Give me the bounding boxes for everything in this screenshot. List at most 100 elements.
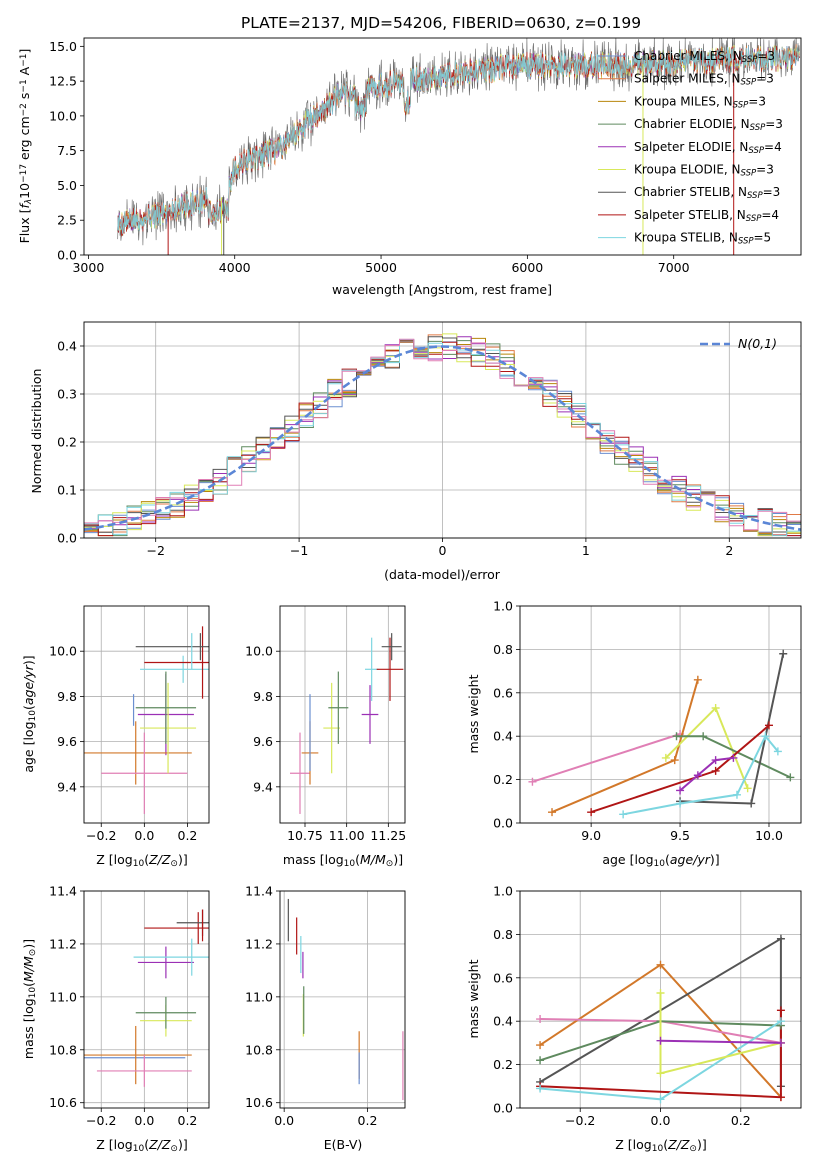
weight-marker (676, 786, 685, 795)
x-tick-label: 0.2 (178, 1113, 198, 1128)
y-tick-label: 7.5 (57, 143, 77, 158)
y-tick-label: 0.3 (57, 387, 77, 402)
x-tick-label: 1 (582, 543, 590, 558)
y-tick-label: 0.1 (57, 483, 77, 498)
x-tick-label: −0.2 (565, 1113, 595, 1128)
weight-marker (656, 1036, 665, 1045)
x-tick-label: 0.2 (358, 1113, 378, 1128)
weight-marker (676, 799, 685, 808)
weight-marker (699, 732, 708, 741)
weight-marker (776, 1038, 785, 1047)
axes-frame (83, 37, 802, 256)
y-tick-label: 0.0 (57, 248, 77, 263)
axes-frame (83, 890, 210, 1109)
y-tick-label: 10.0 (49, 644, 77, 659)
reddening-mass-panel: 0.0 0.2 10.6 10.8 11.0 11.2 11.4 E(B-V) (245, 884, 406, 1152)
spectrum-lines (117, 38, 800, 255)
errorbars (287, 898, 404, 1101)
weight-marker (619, 810, 628, 819)
x-tick-label: −2 (146, 543, 164, 558)
x-axis-label: wavelength [Angstrom, rest frame] (332, 282, 552, 297)
weight-marker (773, 747, 782, 756)
x-tick-label: 0.0 (134, 828, 154, 843)
y-tick-label: 0.6 (493, 685, 513, 700)
weight-marker (656, 1095, 665, 1104)
figure-title: PLATE=2137, MJD=54206, FIBERID=0630, z=0… (241, 14, 641, 32)
x-axis-label: (data-model)/error (384, 567, 501, 582)
weight-line (551, 679, 699, 814)
y-tick-label: 10.0 (245, 644, 273, 659)
weight-marker (693, 771, 702, 780)
x-axis-label: Z [log10(Z/Z⊙)] (96, 1137, 187, 1154)
legend-label: N(0,1) (738, 336, 777, 351)
x-tick-label: −0.2 (86, 1113, 116, 1128)
metallicity-age-panel: −0.2 0.0 0.2 9.4 9.6 9.8 10.0 Z [log10(Z/Z⊙)] ag… (21, 605, 210, 869)
weight-marker (776, 1017, 785, 1026)
axes-frame (83, 321, 802, 539)
weight-marker (536, 1084, 545, 1093)
y-tick-label: 9.8 (57, 689, 77, 704)
y-tick-label: 0.0 (493, 1101, 513, 1116)
x-tick-label: 5000 (365, 260, 397, 275)
x-tick-label: 0.0 (651, 1113, 671, 1128)
x-axis-label: Z [log10(Z/Z⊙)] (96, 852, 187, 869)
gaussian-curve (84, 345, 801, 531)
histogram-step (84, 338, 801, 531)
x-tick-label: 3000 (72, 260, 104, 275)
errorbars (290, 633, 404, 814)
weight-marker (711, 766, 720, 775)
y-tick-label: 11.2 (245, 936, 273, 951)
y-axis-label: mass weight (466, 674, 481, 753)
y-axis-label: Normed distribution (29, 369, 44, 494)
weight-line (660, 1039, 781, 1044)
y-tick-label: 10.0 (49, 108, 77, 123)
y-tick-label: 0.0 (493, 816, 513, 831)
y-tick-label: 9.4 (253, 779, 273, 794)
y-tick-label: 0.6 (493, 970, 513, 985)
histogram-step (84, 339, 801, 537)
weight-marker (587, 808, 596, 817)
weight-marker (776, 1093, 785, 1102)
x-tick-label: −0.2 (86, 828, 116, 843)
weight-marker (536, 1056, 545, 1065)
legend-label: Chabrier ELODIE, NSSP=3 (634, 117, 783, 133)
weight-marker (786, 773, 795, 782)
y-tick-label: 1.0 (493, 599, 513, 614)
weight-marker (656, 1069, 665, 1078)
errorbars (84, 626, 209, 814)
legend-label: Chabrier MILES, NSSP=3 (634, 49, 775, 65)
y-tick-label: 9.6 (57, 734, 77, 749)
weight-marker (672, 732, 681, 741)
y-axis-label: age [log10(age/yr)] (21, 655, 38, 772)
x-axis-label: E(B-V) (324, 1137, 363, 1152)
legend-label: Salpeter MILES, NSSP=3 (634, 72, 774, 88)
spectrum-panel: 3000 4000 5000 6000 7000 0.0 2.5 5.0 7.5 10.0 12.5… (17, 37, 802, 297)
y-axis-label: mass [log10(M/M⊙)] (21, 939, 38, 1059)
y-tick-label: 12.5 (49, 74, 77, 89)
x-tick-label: 2 (725, 543, 733, 558)
axes-frame (83, 605, 210, 824)
legend-label: Kroupa ELODIE, NSSP=3 (634, 163, 774, 179)
weight-marker (743, 784, 752, 793)
weight-marker (764, 721, 773, 730)
legend-label: Chabrier STELIB, NSSP=3 (634, 185, 780, 201)
y-tick-label: 0.4 (57, 339, 77, 354)
x-tick-label: 6000 (511, 260, 543, 275)
x-axis-label: age [log10(age/yr)] (602, 852, 719, 869)
x-tick-label: 0.2 (178, 828, 198, 843)
y-tick-label: 2.5 (57, 213, 77, 228)
x-tick-label: 0.0 (274, 1113, 294, 1128)
y-tick-label: 0.4 (493, 1014, 513, 1029)
residual-distribution-panel: −2 −1 0 1 2 0.0 0.1 0.2 0.3 0.4 N(0,1) (data-model)… (29, 321, 802, 582)
x-tick-label: 0.2 (731, 1113, 751, 1128)
weight-marker (711, 756, 720, 765)
weight-marker (656, 988, 665, 997)
spectrum-line (117, 46, 800, 235)
weight-marker (711, 703, 720, 712)
axes-frame (279, 605, 406, 824)
y-tick-label: 11.4 (49, 884, 77, 899)
x-tick-label: 9.5 (670, 828, 690, 843)
y-tick-label: 0.4 (493, 729, 513, 744)
y-axis-label: Flux [fλ10−17 erg cm−2 s−1 A−1] (17, 49, 34, 244)
